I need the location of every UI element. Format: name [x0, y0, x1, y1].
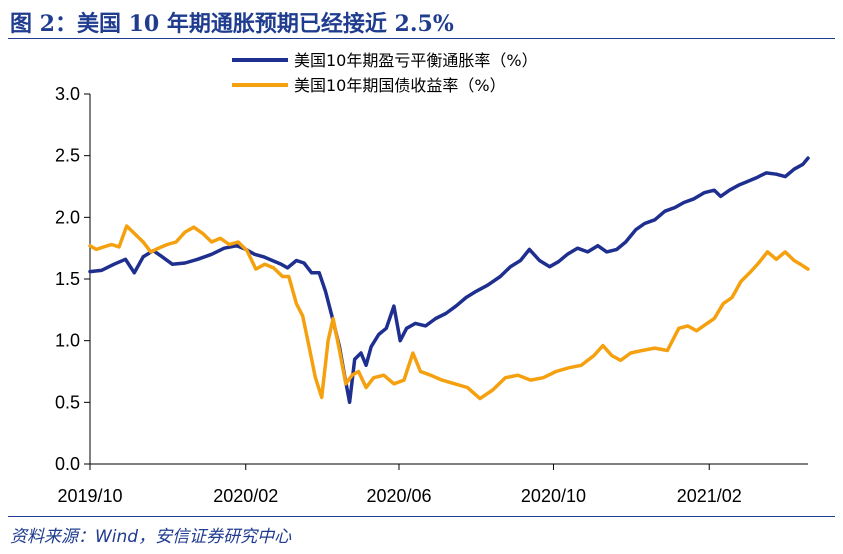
source-note: 资料来源：Wind，安信证券研究中心: [10, 527, 292, 547]
source-rule: [8, 516, 835, 517]
figure-title: 图 2：美国 10 年期通胀预期已经接近 2.5%: [10, 11, 454, 37]
series-line-1: [88, 156, 810, 405]
x-tick-label: 2021/02: [677, 486, 742, 506]
x-tick-label: 2020/10: [521, 486, 586, 506]
y-tick-label: 1.5: [55, 269, 80, 289]
y-tick-label: 0.0: [55, 454, 80, 474]
y-tick-label: 3.0: [55, 84, 80, 104]
chart-series: [88, 156, 810, 405]
legend-label-1: 美国10年期盈亏平衡通胀率（%）: [294, 51, 538, 70]
chart-legend: 美国10年期盈亏平衡通胀率（%） 美国10年期国债收益率（%）: [232, 51, 538, 95]
y-tick-label: 1.0: [55, 331, 80, 351]
series-line-2: [88, 224, 810, 401]
legend-label-2: 美国10年期国债收益率（%）: [294, 76, 506, 95]
y-tick-label: 2.0: [55, 207, 80, 227]
x-tick-label: 2020/02: [213, 486, 278, 506]
x-tick-label: 2019/10: [57, 486, 122, 506]
chart-axes: 0.0 0.5 1.0 1.5 2.0 2.5 3.0 2019/10 2020/02 2020/…: [55, 84, 808, 506]
title-rule: [8, 38, 835, 39]
y-tick-label: 0.5: [55, 392, 80, 412]
x-tick-label: 2020/06: [366, 486, 431, 506]
y-tick-label: 2.5: [55, 146, 80, 166]
